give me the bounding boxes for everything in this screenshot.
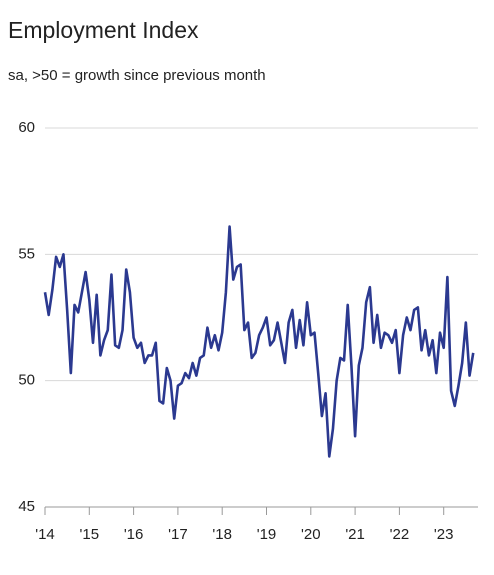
x-tick-label: '23 bbox=[434, 526, 454, 543]
x-tick-label: '21 bbox=[345, 526, 365, 543]
chart-subtitle: sa, >50 = growth since previous month bbox=[8, 67, 266, 84]
y-tick-label: 60 bbox=[18, 119, 35, 136]
y-tick-label: 55 bbox=[18, 245, 35, 262]
x-tick-label: '16 bbox=[124, 526, 144, 543]
x-tick-label: '15 bbox=[80, 526, 100, 543]
data-line bbox=[43, 225, 475, 458]
chart-title: Employment Index bbox=[8, 17, 199, 43]
y-tick-label: 45 bbox=[18, 498, 35, 515]
x-tick-label: '18 bbox=[212, 526, 232, 543]
x-tick-label: '22 bbox=[390, 526, 410, 543]
x-tick-label: '17 bbox=[168, 526, 188, 543]
x-tick-label: '20 bbox=[301, 526, 321, 543]
x-tick-label: '19 bbox=[257, 526, 277, 543]
x-tick-label: '14 bbox=[35, 526, 55, 543]
y-tick-label: 50 bbox=[18, 372, 35, 389]
